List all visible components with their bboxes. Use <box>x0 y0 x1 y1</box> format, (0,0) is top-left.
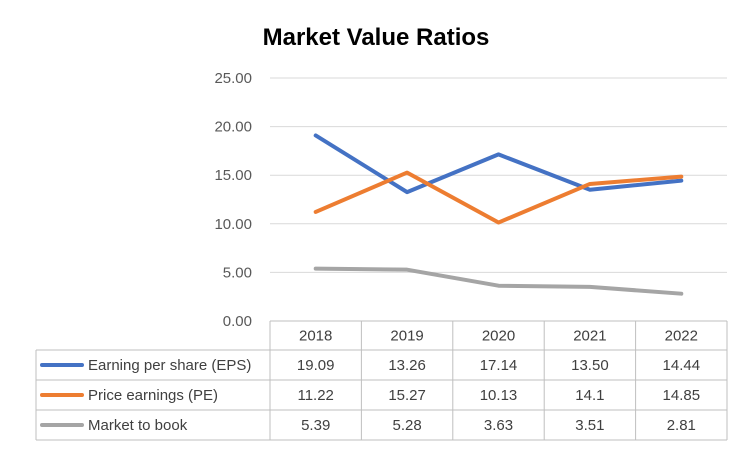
data-table-cell: 14.1 <box>575 387 604 404</box>
y-tick-label: 5.00 <box>223 264 252 281</box>
data-table-cell: 3.51 <box>575 417 604 434</box>
x-category-label: 2020 <box>482 328 515 345</box>
data-table-cell: 3.63 <box>484 417 513 434</box>
y-tick-label: 20.00 <box>214 119 252 136</box>
data-table-cell: 14.44 <box>663 357 701 374</box>
x-category-label: 2018 <box>299 328 332 345</box>
legend-label: Price earnings (PE) <box>88 387 218 404</box>
y-tick-label: 10.00 <box>214 216 252 233</box>
x-category-label: 2022 <box>665 328 698 345</box>
data-table-cell: 15.27 <box>388 387 426 404</box>
data-table-cell: 13.50 <box>571 357 609 374</box>
series-lines <box>313 133 684 296</box>
legend-label: Earning per share (EPS) <box>88 357 251 374</box>
data-table-cell: 5.39 <box>301 417 330 434</box>
data-table-cell: 17.14 <box>480 357 518 374</box>
series-line <box>313 170 684 225</box>
data-table-cell: 19.09 <box>297 357 335 374</box>
legend-label: Market to book <box>88 417 188 434</box>
data-table-cell: 13.26 <box>388 357 426 374</box>
series-line <box>313 133 684 195</box>
data-table-cell: 5.28 <box>392 417 421 434</box>
data-table-cell: 11.22 <box>297 387 333 404</box>
data-table-cell: 10.13 <box>480 387 518 404</box>
y-tick-label: 25.00 <box>214 70 252 87</box>
chart-title: Market Value Ratios <box>263 24 490 51</box>
y-tick-label: 15.00 <box>214 167 252 184</box>
x-category-label: 2019 <box>390 328 423 345</box>
data-table: 2018 2019 2020 2021 2022 Earning per share (E… <box>35 320 728 441</box>
data-table-cell: 14.85 <box>663 387 701 404</box>
y-axis-ticks: 0.00 5.00 10.00 15.00 20.00 25.00 <box>214 70 252 330</box>
data-table-cell: 2.81 <box>667 417 696 434</box>
x-category-label: 2021 <box>573 328 606 345</box>
gridlines <box>270 77 727 273</box>
series-line <box>313 266 684 296</box>
y-tick-label: 0.00 <box>223 313 252 330</box>
